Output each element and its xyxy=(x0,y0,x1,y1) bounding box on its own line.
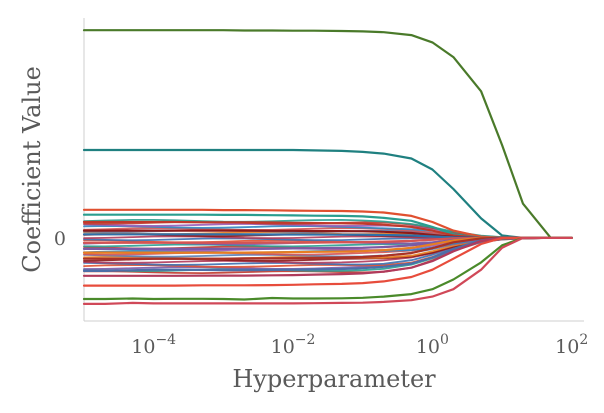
coefficient-path-15 xyxy=(82,236,573,301)
ticks-layer: 10−4 10−2 100 102 0 xyxy=(54,228,588,358)
x-axis-label: Hyperparameter xyxy=(232,365,436,393)
x-tick-label: 10−2 xyxy=(271,332,316,358)
coefficient-path-13 xyxy=(82,236,573,277)
series-layer xyxy=(82,29,573,305)
y-tick-label: 0 xyxy=(54,228,66,250)
x-tick-label: 102 xyxy=(555,332,588,358)
coefficient-path-14 xyxy=(82,236,573,287)
x-tick-label: 10−4 xyxy=(131,332,176,358)
coefficient-path-2 xyxy=(82,148,573,239)
y-axis-label: Coefficient Value xyxy=(18,66,46,273)
coefficient-path-16 xyxy=(82,236,573,305)
x-tick-label: 100 xyxy=(416,332,449,358)
coefficient-path-1 xyxy=(82,29,573,239)
